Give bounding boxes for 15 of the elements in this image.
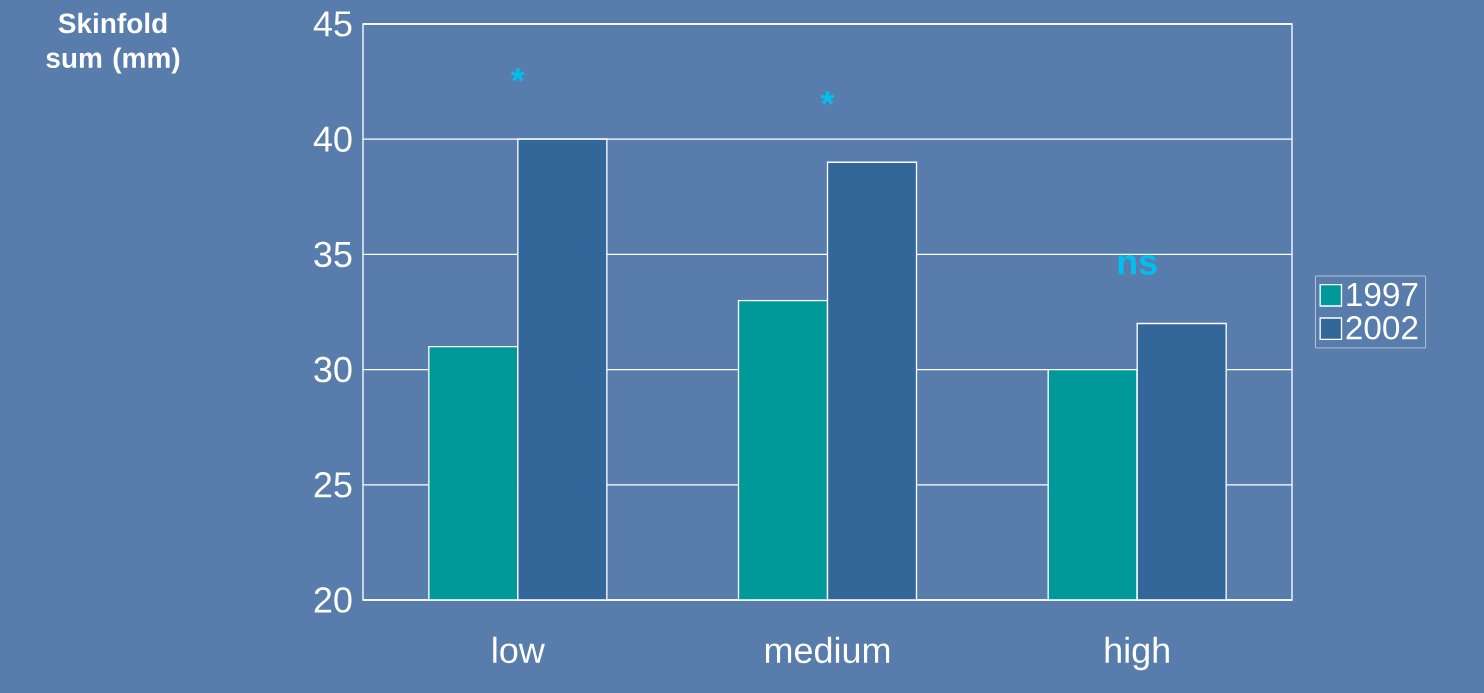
annotation: * xyxy=(820,91,835,105)
y-tick-label: 45 xyxy=(313,11,352,37)
annotation: * xyxy=(510,68,525,82)
y-tick-label: 30 xyxy=(314,356,352,383)
x-tick-label: medium xyxy=(765,636,890,664)
y-tick-label: 20 xyxy=(314,587,352,613)
legend-label: 2002 xyxy=(1346,316,1418,340)
y-axis-title: Skinfold sum (mm) xyxy=(46,12,180,74)
legend-label: 1997 xyxy=(1347,282,1418,307)
x-tick-label: high xyxy=(1105,636,1169,671)
y-tick-label: 35 xyxy=(314,241,352,268)
annotation: ns xyxy=(1118,254,1157,275)
y-tick-label: 25 xyxy=(314,472,352,498)
y-tick-label: 40 xyxy=(313,126,352,152)
x-tick-label: low xyxy=(493,636,545,664)
